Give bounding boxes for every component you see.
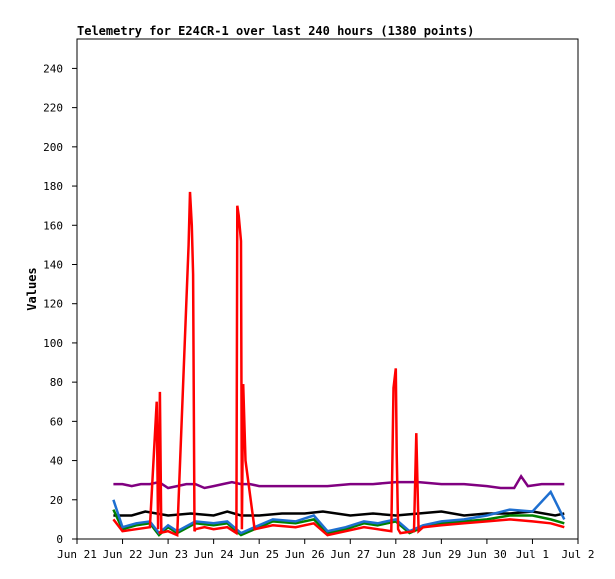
y-tick-label: 200: [43, 141, 63, 154]
y-tick-label: 160: [43, 219, 63, 232]
y-tick-label: 40: [50, 455, 63, 468]
series-layer: [112, 191, 566, 537]
y-tick-label: 60: [50, 415, 63, 428]
x-tick-label: Jun 24: [194, 548, 234, 561]
x-tick-label: Jun 30: [467, 548, 507, 561]
y-tick-label: 20: [50, 494, 63, 507]
y-tick-label: 100: [43, 337, 63, 350]
y-tick-label: 0: [56, 533, 63, 546]
series-line-5: [112, 191, 565, 537]
x-tick-label: Jun 28: [376, 548, 416, 561]
plot-area-frame: [76, 38, 579, 540]
y-axis-ticks: 0 20 40 60 80 100 120 140 160 180 200 220 240: [43, 62, 77, 546]
series-line-1: [113, 473, 565, 490]
x-tick-label: Jul 1: [516, 548, 549, 561]
x-tick-label: Jun 26: [285, 548, 325, 561]
y-tick-label: 120: [43, 298, 63, 311]
y-axis-label: Values: [25, 267, 39, 310]
x-tick-label: Jun 29: [421, 548, 461, 561]
y-tick-label: 220: [43, 102, 63, 115]
chart-title: Telemetry for E24CR-1 over last 240 hour…: [77, 24, 474, 38]
x-tick-label: Jun 25: [239, 548, 279, 561]
x-tick-label: Jun 23: [148, 548, 188, 561]
y-tick-label: 180: [43, 180, 63, 193]
x-tick-label: Jun 21: [57, 548, 97, 561]
y-tick-label: 240: [43, 62, 63, 75]
x-tick-label: Jun 22: [103, 548, 143, 561]
series-line-4: [112, 489, 566, 535]
x-tick-label: Jun 27: [330, 548, 370, 561]
x-axis-ticks: Jun 21 Jun 22 Jun 23 Jun 24 Jun 25 Jun 26 Jun …: [57, 539, 595, 561]
y-tick-label: 80: [50, 376, 63, 389]
series-line-3: [112, 509, 565, 537]
x-tick-label: Jul 2: [561, 548, 594, 561]
y-tick-label: 140: [43, 258, 63, 271]
